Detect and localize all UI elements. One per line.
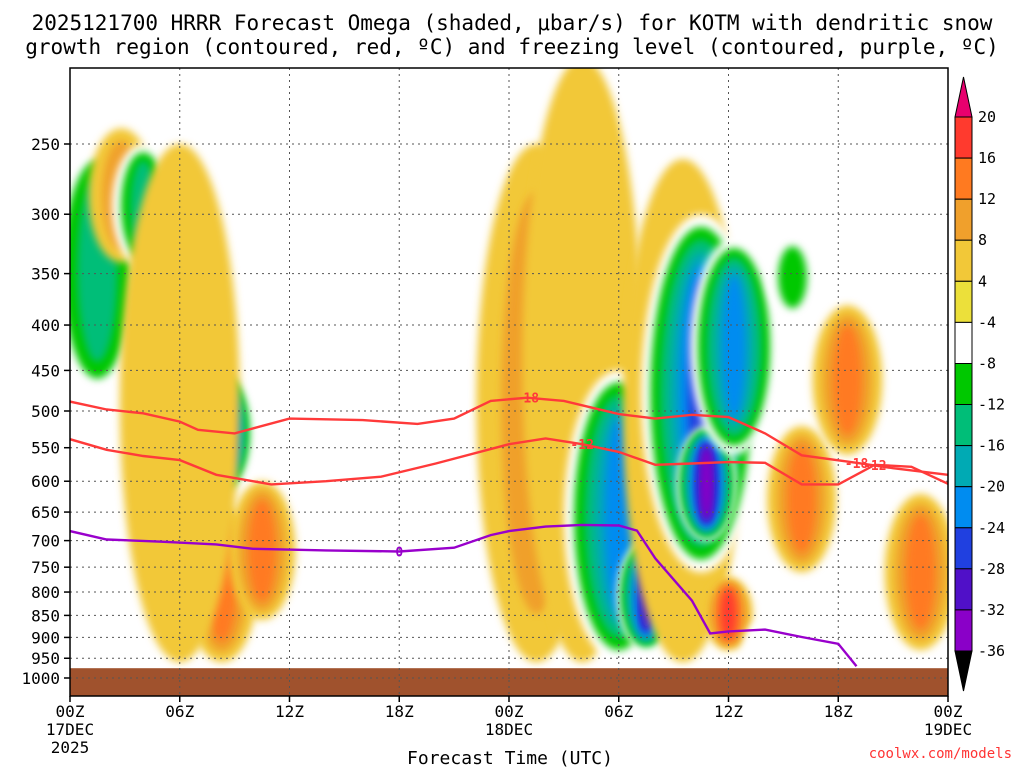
colorbar-label-13: -36 (978, 642, 1005, 660)
contour-line-1 (70, 437, 948, 486)
omega-blob-5-layer-2 (248, 499, 276, 602)
colorbar-label-4: 4 (978, 272, 987, 290)
omega-blob-20-layer-2 (905, 514, 936, 630)
colorbar-segment-6 (954, 363, 973, 406)
ground-fill (70, 668, 948, 696)
colorbar-segment-3 (954, 239, 973, 282)
colorbar-label-2: 12 (978, 190, 996, 208)
colorbar-segment-9 (954, 486, 973, 529)
y-tick-label-350: 350 (31, 265, 60, 284)
temperature-contours: -18-18-12-120 (70, 392, 948, 668)
y-tick-label-950: 950 (31, 649, 60, 668)
contour-label-0-1: -18 (845, 457, 869, 472)
contour-label-1-0: -12 (570, 438, 593, 453)
colorbar-label-10: -24 (978, 519, 1005, 537)
y-tick-label-600: 600 (31, 472, 60, 491)
colorbar-label-0: 20 (978, 108, 996, 126)
colorbar-label-5: -4 (978, 313, 996, 331)
x-tick-label-36: 12Z (714, 702, 743, 721)
credit-text: coolwx.com/models (869, 746, 1012, 762)
y-tick-label-800: 800 (31, 583, 60, 602)
y-tick-label-250: 250 (31, 135, 60, 154)
contour-label-2-0: 0 (395, 545, 403, 560)
x-tick-date-0: 17DEC (46, 720, 94, 739)
colorbar-label-1: 16 (978, 149, 996, 167)
x-tick-label-0: 00Z (56, 702, 85, 721)
contour-label-0-0: -18 (516, 392, 540, 407)
x-tick-date-24: 18DEC (485, 720, 533, 739)
colorbar-segment-12 (954, 609, 973, 652)
colorbar-top-arrow (954, 76, 973, 118)
colorbar-segment-7 (954, 404, 973, 447)
colorbar-segment-5 (954, 321, 973, 364)
x-tick-label-42: 18Z (824, 702, 853, 721)
x-tick-date-48: 19DEC (924, 720, 972, 739)
x-tick-label-18: 18Z (385, 702, 414, 721)
x-tick-label-12: 12Z (275, 702, 304, 721)
y-tick-label-400: 400 (31, 316, 60, 335)
omega-blob-14-layer-7 (701, 447, 712, 520)
y-tick-label-550: 550 (31, 439, 60, 458)
y-tick-label-650: 650 (31, 503, 60, 522)
x-tick-year-0: 2025 (51, 738, 90, 757)
y-tick-label-450: 450 (31, 361, 60, 380)
colorbar-label-11: -28 (978, 560, 1005, 578)
colorbar-label-12: -32 (978, 601, 1005, 619)
colorbar-label-6: -8 (978, 355, 996, 373)
omega-blob-15-layer-4 (722, 275, 746, 419)
x-tick-label-24: 00Z (495, 702, 524, 721)
omega-blob-16-layer-3 (720, 588, 737, 639)
x-axis-title: Forecast Time (UTC) (407, 748, 613, 768)
colorbar-segment-2 (954, 198, 973, 241)
omega-shading (70, 68, 948, 669)
x-tick-label-30: 06Z (604, 702, 633, 721)
chart-title-line2: growth region (contoured, red, ºC) and f… (25, 35, 999, 59)
colorbar-segment-4 (954, 280, 973, 323)
colorbar-segment-1 (954, 157, 973, 200)
colorbar-segment-8 (954, 445, 973, 488)
omega-blob-18-layer-2 (787, 445, 816, 553)
y-tick-label-1000: 1000 (21, 669, 60, 688)
colorbar-segment-10 (954, 527, 973, 570)
y-tick-label-500: 500 (31, 402, 60, 421)
colorbar-label-3: 8 (978, 231, 987, 249)
y-tick-label-300: 300 (31, 205, 60, 224)
colorbar-segment-11 (954, 568, 973, 611)
y-tick-label-850: 850 (31, 606, 60, 625)
contour-line-2 (70, 523, 858, 668)
colorbar-bottom-arrow (954, 650, 973, 692)
y-axis-pressure: 250 300 350 400 450 500 550 600 650 700 750 800 850 9… (21, 135, 70, 688)
x-tick-label-6: 06Z (165, 702, 194, 721)
colorbar: 20 16 12 8 4 -4 -8 -12 -16 -20 -24 -28 -32 -36 (954, 76, 1005, 692)
chart-title-line1: 2025121700 HRRR Forecast Omega (shaded, … (32, 11, 993, 35)
y-tick-label-900: 900 (31, 628, 60, 647)
y-tick-label-750: 750 (31, 558, 60, 577)
contour-line-0 (70, 396, 948, 476)
colorbar-label-8: -16 (978, 437, 1005, 455)
colorbar-label-7: -12 (978, 396, 1005, 414)
omega-blob-19-layer-2 (833, 325, 862, 435)
colorbar-label-9: -20 (978, 478, 1005, 496)
contour-label-1-1: -12 (863, 459, 886, 474)
y-tick-label-700: 700 (31, 532, 60, 551)
colorbar-segment-0 (954, 116, 973, 159)
x-tick-label-48: 00Z (934, 702, 963, 721)
omega-blob-17-layer-1 (778, 246, 807, 309)
omega-blob-21-layer-0 (744, 619, 786, 669)
